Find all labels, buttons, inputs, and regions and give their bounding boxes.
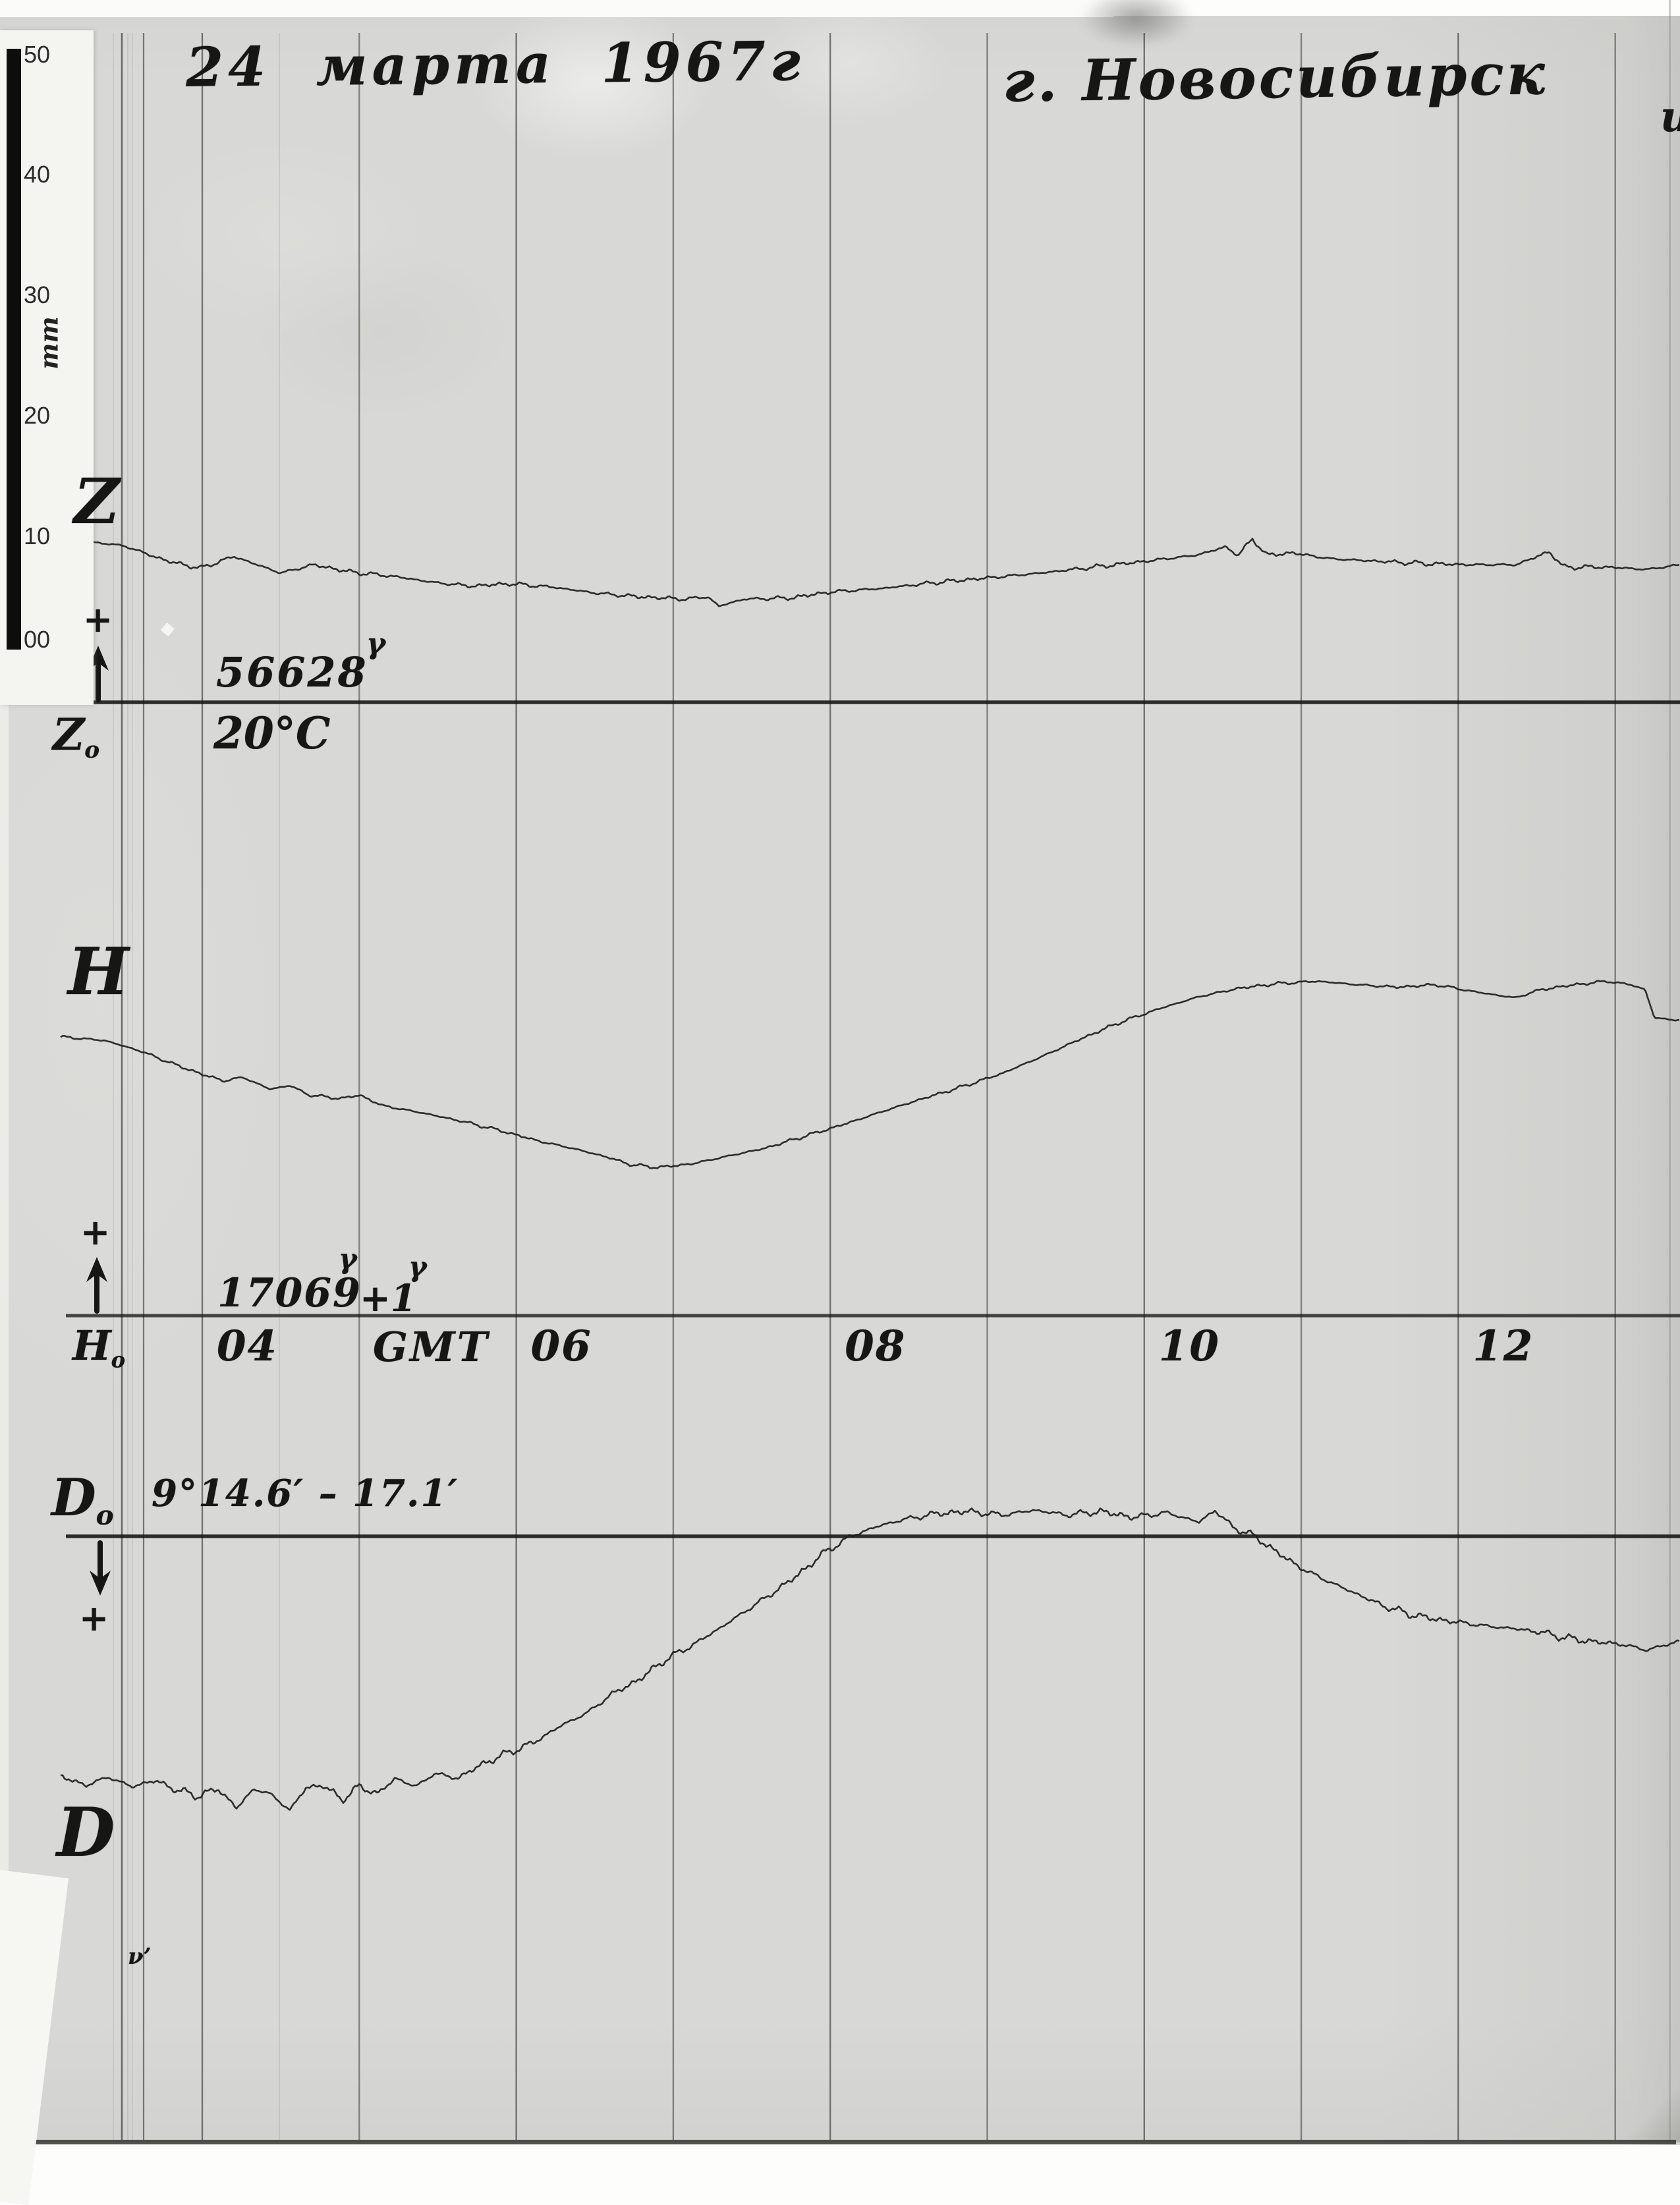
trace-curves xyxy=(60,538,1680,1811)
hour-label-06: 06 xyxy=(530,1322,592,1371)
ruler-tick-40: 40 xyxy=(24,161,51,188)
ruler-tick-20: 20 xyxy=(24,402,51,429)
ruler-tick-10: 10 xyxy=(24,522,51,549)
scanner-top-band xyxy=(0,0,1113,17)
trace-label-h: H xyxy=(68,934,129,1010)
edge-handwriting-fragment: и xyxy=(1660,92,1680,142)
d-baseline-value: 9°14.6′ – 17.1′ xyxy=(152,1472,459,1515)
h-polarity-plus: + xyxy=(80,1211,111,1253)
z-temperature: 20°C xyxy=(213,708,331,759)
hour-label-12: 12 xyxy=(1472,1322,1534,1371)
chart-paper xyxy=(0,16,1680,2142)
trace-H xyxy=(60,980,1680,1169)
trace-Z xyxy=(60,538,1680,607)
title-date: 24 марта 1967г xyxy=(185,30,806,99)
d-baseline-label: Do xyxy=(51,1468,114,1532)
ruler-tick-30: 30 xyxy=(24,281,51,308)
z-gamma-unit: γ xyxy=(366,627,386,661)
ruler-tick-00: 00 xyxy=(24,626,51,653)
h-baseline-label: Ho xyxy=(72,1322,126,1373)
z-baseline-label: Zo xyxy=(53,709,100,764)
h-gamma-unit: γ xyxy=(339,1242,357,1275)
z-baseline-value: 56628 xyxy=(216,648,368,696)
hour-label-04: 04 xyxy=(217,1322,279,1371)
grid-lines xyxy=(113,33,1616,2140)
ruler-black-bar xyxy=(7,49,21,650)
trace-label-z: Z xyxy=(74,465,120,538)
mm-ruler: 50 40 30 20 10 00 mm xyxy=(0,30,94,705)
paper-right-edge xyxy=(1669,0,1671,2141)
time-system-label: GMT xyxy=(373,1323,490,1371)
h-baseline-value: 17069 xyxy=(217,1270,362,1316)
trace-label-d: D xyxy=(57,1793,115,1872)
h-correction-value: +1 xyxy=(360,1277,416,1320)
hour-label-10: 10 xyxy=(1158,1322,1220,1371)
paper-edge-smudge xyxy=(1080,0,1192,47)
title-city: г. Новосибирск xyxy=(1002,41,1548,115)
stray-ink-mark: ν’ xyxy=(128,1943,152,1970)
trace-D xyxy=(60,1507,1680,1811)
d-down-arrow-icon xyxy=(90,1540,111,1596)
d-polarity-plus: + xyxy=(79,1597,109,1639)
ruler-unit-label: mm xyxy=(34,316,64,370)
baseline-lines xyxy=(66,700,1680,1538)
z-polarity-plus: + xyxy=(83,598,113,640)
paper-left-edge xyxy=(0,704,9,2146)
h-correction-gamma-unit: γ xyxy=(408,1250,427,1283)
scanner-bottom-band xyxy=(0,2145,1680,2181)
ruler-tick-50: 50 xyxy=(24,41,51,68)
h-up-arrow-icon xyxy=(86,1257,107,1314)
hour-label-08: 08 xyxy=(845,1322,907,1371)
paper-bottom-edge xyxy=(34,2140,1676,2144)
